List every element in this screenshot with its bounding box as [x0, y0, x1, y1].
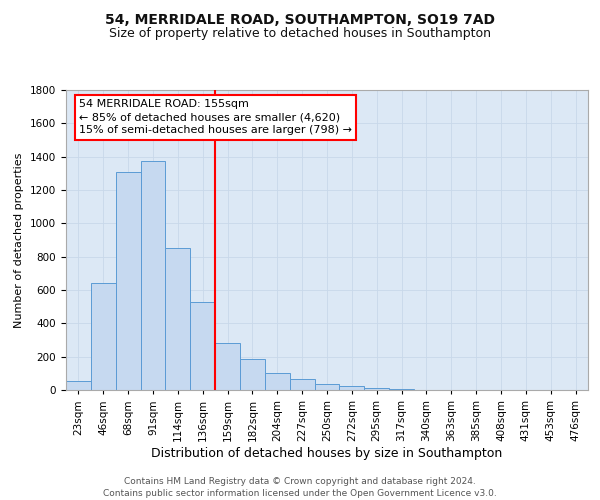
Bar	[91, 282, 116, 390]
Bar	[290, 378, 314, 390]
Bar	[265, 372, 290, 390]
Text: 54, MERRIDALE ROAD, SOUTHAMPTON, SO19 7AD: 54, MERRIDALE ROAD, SOUTHAMPTON, SO19 7A…	[105, 12, 495, 26]
Bar	[166, 248, 190, 390]
Bar	[389, 389, 414, 390]
Bar	[66, 381, 91, 390]
Bar	[314, 384, 340, 390]
Bar	[116, 172, 140, 390]
Text: 54 MERRIDALE ROAD: 155sqm
← 85% of detached houses are smaller (4,620)
15% of se: 54 MERRIDALE ROAD: 155sqm ← 85% of detac…	[79, 99, 352, 136]
X-axis label: Distribution of detached houses by size in Southampton: Distribution of detached houses by size …	[151, 446, 503, 460]
Bar	[140, 161, 166, 390]
Text: Size of property relative to detached houses in Southampton: Size of property relative to detached ho…	[109, 28, 491, 40]
Y-axis label: Number of detached properties: Number of detached properties	[14, 152, 25, 328]
Bar	[240, 359, 265, 390]
Bar	[215, 344, 240, 390]
Bar	[340, 386, 364, 390]
Bar	[190, 302, 215, 390]
Bar	[364, 388, 389, 390]
Text: Contains HM Land Registry data © Crown copyright and database right 2024.
Contai: Contains HM Land Registry data © Crown c…	[103, 476, 497, 498]
